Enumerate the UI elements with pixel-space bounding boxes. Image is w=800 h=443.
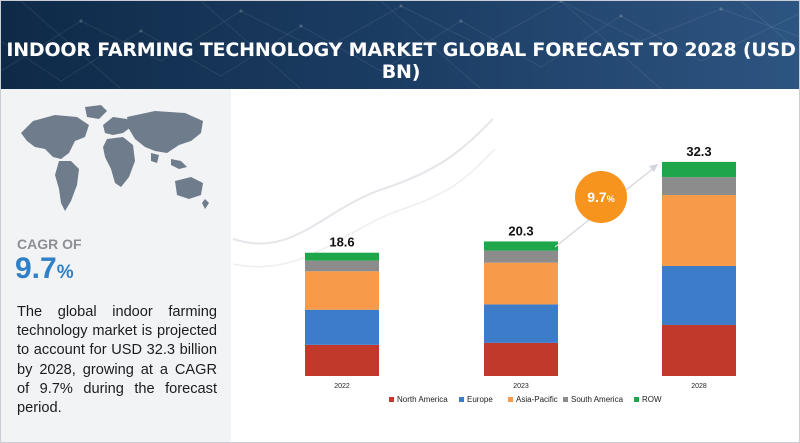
legend-swatch-row	[634, 397, 639, 402]
decorative-curve	[233, 148, 496, 268]
legend-label-north-america: North America	[397, 395, 448, 404]
legend-label-south-america: South America	[571, 395, 624, 404]
bar-segment-north-america-2023	[484, 342, 558, 376]
chart-area: 18.6 2022 20.3 2023 32.3 2028 9.7% North Americ…	[233, 89, 799, 442]
bar-segment-south-america-2028	[662, 177, 736, 196]
header-decoration	[1, 1, 799, 89]
bar-segment-europe-2022	[305, 309, 379, 345]
x-tick-label-2023: 2023	[513, 383, 529, 390]
bar-segment-south-america-2023	[484, 250, 558, 263]
cagr-label: CAGR OF	[17, 236, 82, 252]
summary-panel: CAGR OF 9.7% The global indoor farming t…	[1, 89, 231, 442]
cagr-percent-sign: %	[56, 262, 74, 283]
cagr-bubble	[575, 171, 627, 223]
x-tick-label-2028: 2028	[691, 383, 707, 390]
cagr-arrow-head	[649, 164, 658, 172]
header-banner: INDOOR FARMING TECHNOLOGY MARKET GLOBAL …	[1, 1, 799, 89]
legend-label-europe: Europe	[467, 395, 493, 404]
bar-segment-north-america-2028	[662, 324, 736, 376]
bar-segment-north-america-2022	[305, 344, 379, 376]
bar-total-label-2028: 32.3	[686, 144, 711, 159]
world-map-icon	[21, 105, 209, 211]
legend-swatch-north-america	[389, 397, 394, 402]
legend-swatch-asia-pacific	[508, 397, 513, 402]
bar-segment-south-america-2022	[305, 260, 379, 272]
legend-label-row: ROW	[642, 395, 662, 404]
stacked-bar-chart: 18.6 2022 20.3 2023 32.3 2028 9.7% North Americ…	[233, 118, 736, 404]
legend-label-asia-pacific: Asia-Pacific	[516, 395, 558, 404]
bar-segment-europe-2028	[662, 265, 736, 325]
bar-segment-asia-pacific-2023	[484, 262, 558, 305]
cagr-value: 9.7%	[15, 252, 74, 286]
x-tick-label-2022: 2022	[334, 383, 350, 390]
bar-total-label-2023: 20.3	[508, 223, 533, 238]
cagr-number: 9.7	[15, 252, 57, 285]
bar-segment-row-2022	[305, 252, 379, 261]
legend-swatch-south-america	[563, 397, 568, 402]
bar-segment-row-2023	[484, 241, 558, 251]
legend-swatch-europe	[459, 397, 464, 402]
decorative-curve	[233, 118, 494, 245]
market-description: The global indoor farming technology mar…	[17, 304, 217, 417]
bar-segment-asia-pacific-2028	[662, 195, 736, 266]
bar-segment-row-2028	[662, 161, 736, 178]
bar-total-label-2022: 18.6	[329, 235, 354, 250]
bar-segment-asia-pacific-2022	[305, 271, 379, 310]
cagr-bubble-label: 9.7%	[587, 189, 614, 205]
bar-segment-europe-2023	[484, 304, 558, 343]
page-title: INDOOR FARMING TECHNOLOGY MARKET GLOBAL …	[6, 39, 796, 83]
